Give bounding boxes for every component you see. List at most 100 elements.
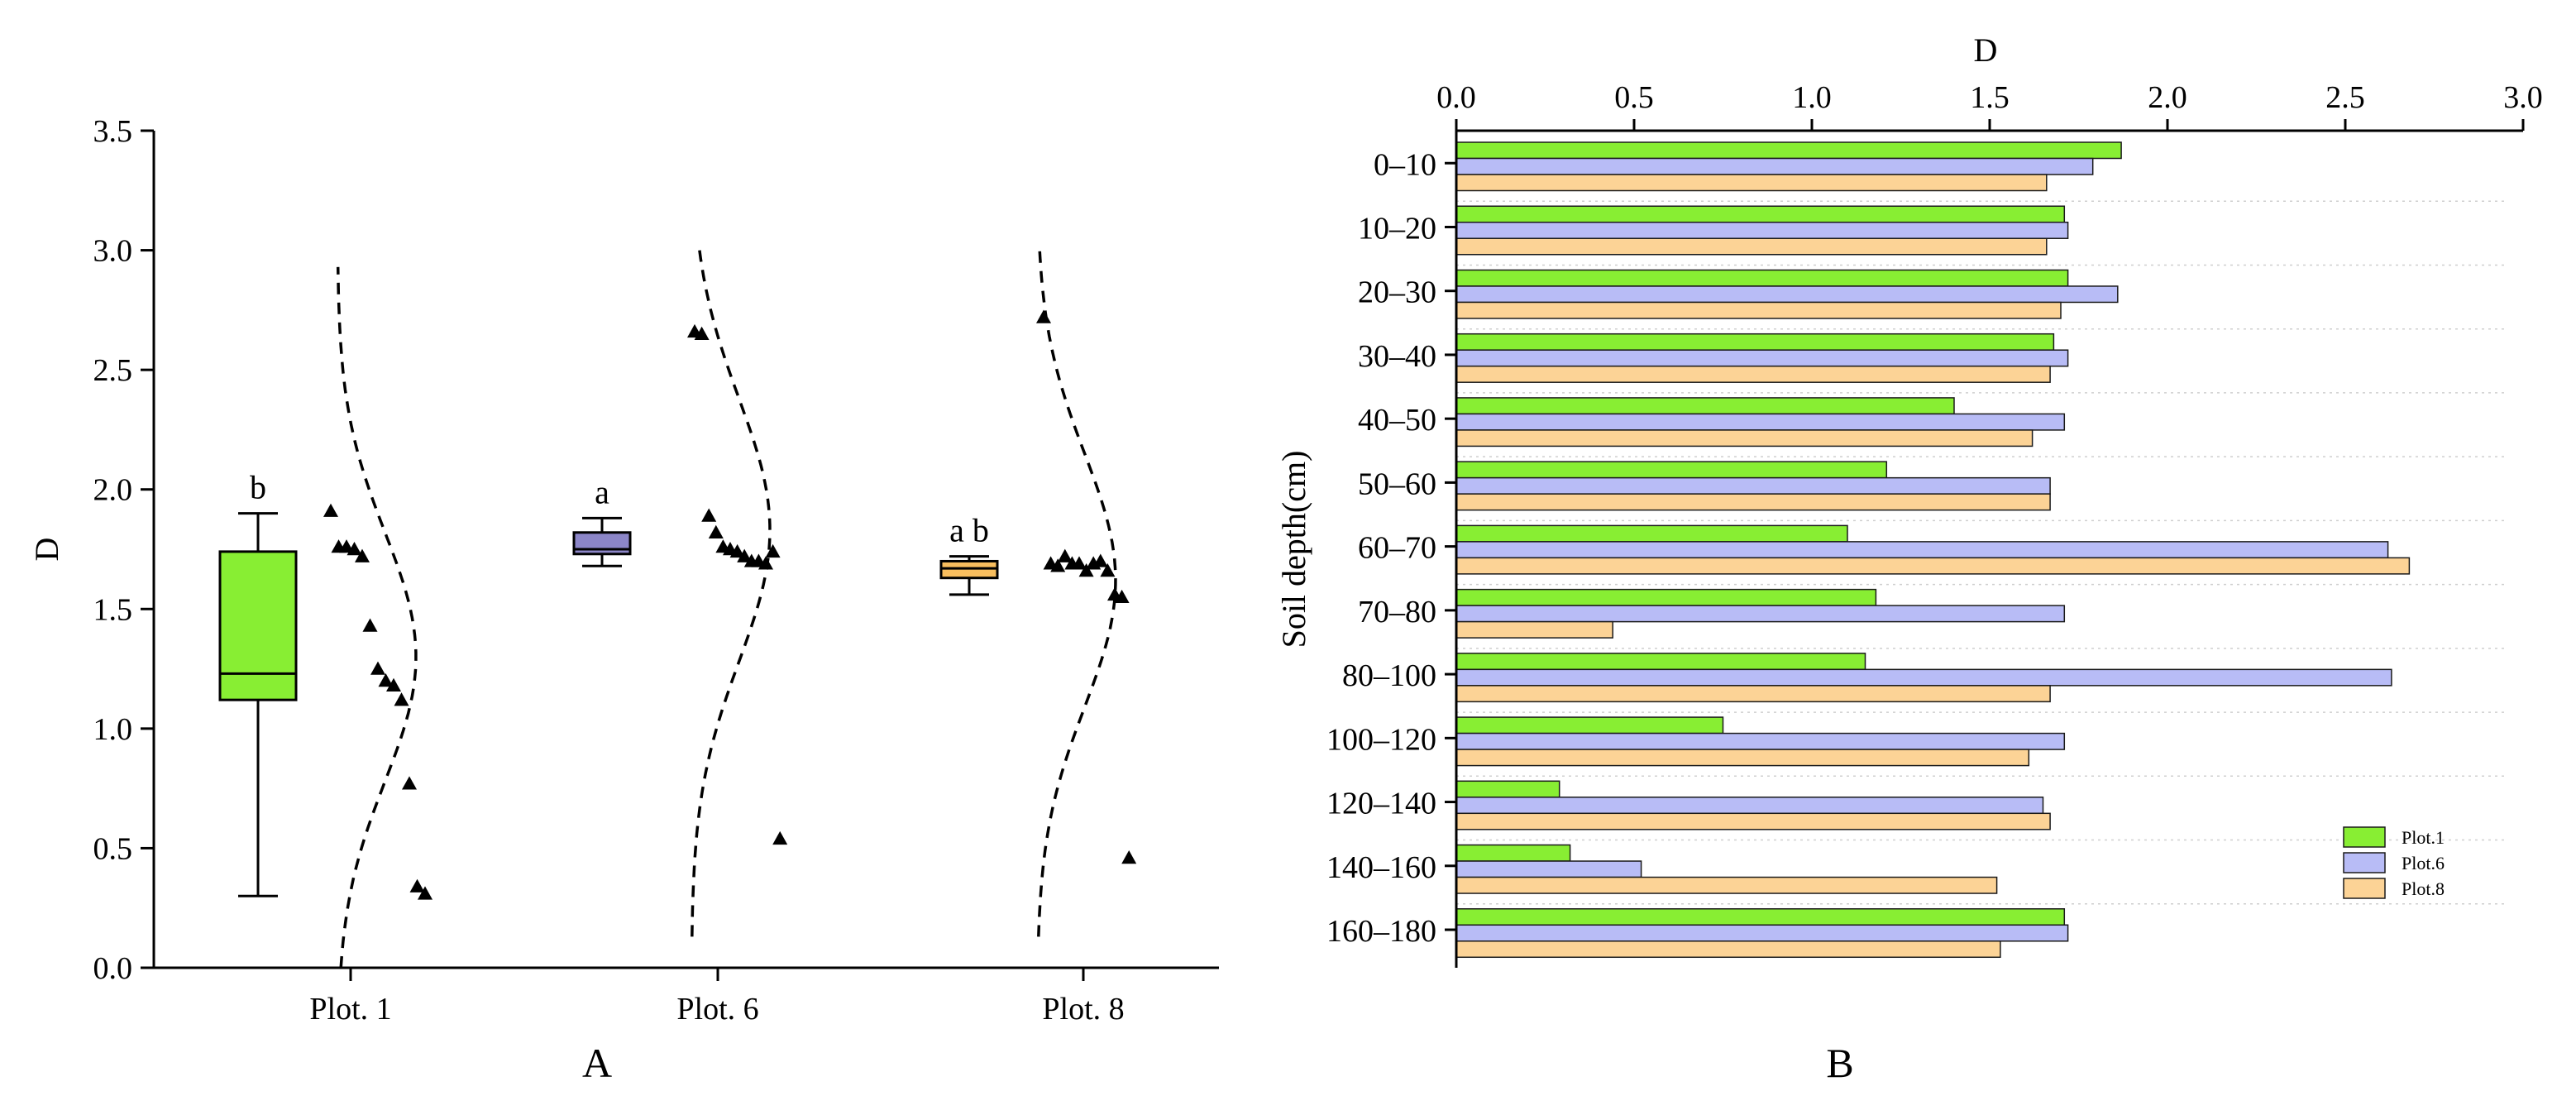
x-tick-label: Plot. 8 [1042, 992, 1124, 1026]
data-point-triangle [355, 548, 370, 562]
x-tick-label: 3.0 [2503, 80, 2543, 115]
bar-plot-6 [1455, 413, 2066, 431]
bar-plot-6 [1455, 221, 2069, 239]
significance-letter: a [595, 473, 609, 510]
significance-letter: b [250, 469, 266, 506]
x-tick-label: 1.5 [1970, 80, 2010, 115]
y-tick-label: 80–100 [1342, 658, 1436, 693]
bar-plot-8 [1455, 812, 2051, 830]
panel-a-boxes: Plot. 1 b Plot. 6 a Plot. 8 a b [218, 250, 1137, 1026]
bar-plot-1 [1455, 588, 1877, 606]
bar-plot-1 [1455, 269, 2069, 287]
y-tick-label: 3.5 [93, 114, 133, 149]
legend-swatch [2343, 878, 2386, 899]
data-point-triangle [772, 830, 788, 845]
y-tick-label: 2.5 [93, 353, 133, 388]
y-tick-label: 0.5 [93, 831, 133, 866]
bar-plot-8 [1455, 301, 2062, 319]
y-tick-label: 120–140 [1326, 787, 1436, 821]
bar-plot-1 [1455, 908, 2066, 926]
x-tick-label: 0.0 [1436, 80, 1476, 115]
panel-b-x-axis-label: D [1974, 31, 1998, 69]
data-point-triangle [758, 556, 773, 570]
bar-plot-8 [1455, 365, 2051, 383]
data-point-triangle [362, 618, 378, 632]
bar-plot-6 [1455, 285, 2119, 304]
panel-b-gridlines [1456, 200, 2507, 905]
legend-label: Plot.1 [2402, 827, 2445, 848]
data-point-triangle [346, 542, 362, 556]
bar-plot-8 [1455, 685, 2051, 703]
x-tick-label: 1.0 [1792, 80, 1832, 115]
bar-plot-8 [1455, 557, 2411, 575]
x-tick-label: Plot. 1 [309, 992, 391, 1026]
bar-plot-6 [1455, 668, 2392, 687]
bar-plot-8 [1455, 174, 2048, 192]
x-tick-label: 2.5 [2325, 80, 2365, 115]
distribution-curve [1037, 250, 1117, 937]
data-point-triangle [394, 692, 409, 706]
data-point-triangle [409, 878, 425, 892]
bar-plot-6 [1455, 860, 1642, 878]
bar-plot-8 [1455, 620, 1613, 639]
data-point-triangle [1121, 849, 1137, 864]
y-tick-label: 0.0 [93, 951, 133, 986]
panel-a-y-axis: 0.0 0.5 1.0 1.5 2.0 2.5 3.0 3.5 [93, 114, 154, 986]
x-tick-label: Plot. 6 [676, 992, 758, 1026]
data-point-triangle [1092, 553, 1108, 567]
y-tick-label: 60–70 [1358, 531, 1436, 566]
data-point-triangle [1057, 548, 1073, 562]
data-point-triangle [418, 886, 433, 900]
panel-b-bar-chart: 0.0 0.5 1.0 1.5 2.0 2.5 3.0 0–10 10–20 20–30 30–40… [1275, 31, 2543, 1086]
data-point-triangle [323, 503, 338, 517]
data-point-triangle [378, 673, 394, 687]
bar-plot-1 [1455, 780, 1560, 798]
distribution-curve [336, 266, 418, 969]
bar-plot-8 [1455, 493, 2051, 511]
data-point-triangle [694, 326, 710, 340]
bar-plot-1 [1455, 397, 1955, 415]
bar-plot-1 [1455, 333, 2055, 351]
data-point-triangle [386, 677, 401, 692]
data-point-triangle [765, 543, 781, 558]
bar-plot-1 [1455, 205, 2066, 223]
panel-a-label: A [582, 1040, 612, 1086]
panel-b-bars [1455, 141, 2411, 959]
y-tick-label: 30–40 [1358, 339, 1436, 374]
y-tick-label: 2.0 [93, 473, 133, 508]
y-tick-label: 1.0 [93, 712, 133, 747]
data-point-triangle [1036, 309, 1051, 323]
panel-b-axes-ticks: 0.0 0.5 1.0 1.5 2.0 2.5 3.0 0–10 10–20 20–30 30–40… [1326, 80, 2543, 949]
y-tick-label: 70–80 [1358, 595, 1436, 629]
bar-plot-8 [1455, 940, 2001, 959]
panel-b-y-axis-label: Soil depth(cm) [1275, 451, 1312, 648]
data-point-triangle [370, 661, 385, 675]
data-point-triangle [1050, 558, 1066, 572]
panel-a-y-axis-label: D [28, 538, 65, 562]
bar-plot-8 [1455, 749, 2030, 767]
bar-plot-6 [1455, 732, 2066, 750]
box-iqr [218, 550, 298, 701]
bar-plot-6 [1455, 924, 2069, 942]
y-tick-label: 50–60 [1358, 467, 1436, 501]
y-tick-label: 140–160 [1326, 850, 1436, 885]
bar-plot-8 [1455, 876, 1998, 894]
data-point-triangle [1100, 563, 1116, 577]
y-tick-label: 160–180 [1326, 914, 1436, 949]
data-point-triangle [1072, 556, 1087, 570]
data-point-triangle [701, 508, 717, 522]
data-point-triangle [708, 524, 724, 538]
bar-plot-6 [1455, 157, 2094, 175]
y-tick-label: 100–120 [1326, 722, 1436, 757]
bar-plot-1 [1455, 524, 1848, 543]
data-point-triangle [1114, 589, 1130, 604]
bar-plot-6 [1455, 605, 2066, 623]
bar-plot-8 [1455, 429, 2034, 447]
data-point-triangle [402, 776, 417, 790]
x-tick-label: 2.0 [2148, 80, 2187, 115]
y-tick-label: 0–10 [1374, 147, 1436, 182]
distribution-curve [691, 250, 772, 937]
bar-plot-1 [1455, 141, 2122, 160]
bar-plot-1 [1455, 844, 1571, 862]
